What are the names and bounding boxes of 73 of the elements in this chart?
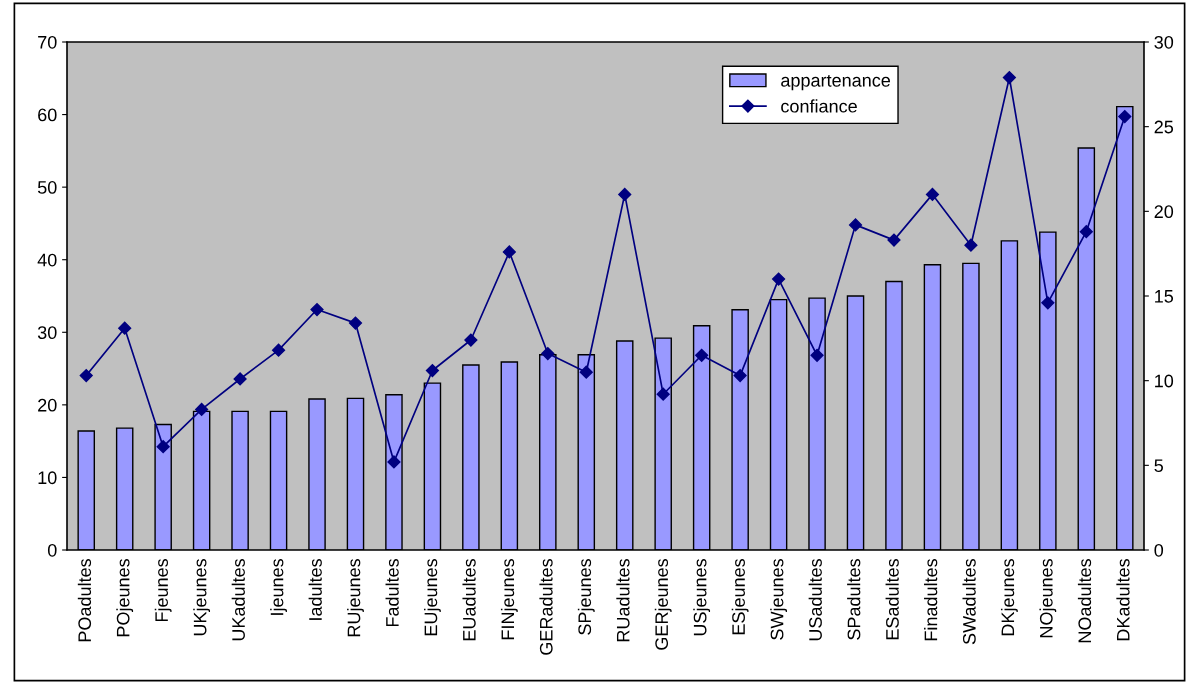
point xyxy=(348,316,363,330)
point xyxy=(618,187,632,201)
x-tick-label: ESadultes xyxy=(885,558,899,640)
y-tick-label: 70 xyxy=(38,35,57,49)
y2-tick-label: 15 xyxy=(1155,290,1174,303)
x-tick-label: POjeunes xyxy=(116,558,134,637)
point xyxy=(464,333,478,347)
x-tick-label: Fjeunes xyxy=(154,558,172,622)
y-tick-label: 0 xyxy=(47,543,57,557)
x-tick-label: SWjeunes xyxy=(770,558,787,640)
y-tick-label: 30 xyxy=(37,326,57,340)
point xyxy=(656,387,670,401)
legend-label: confiance xyxy=(781,99,857,113)
x-tick-label: SWadultes xyxy=(962,558,976,645)
x-tick-label: EUjeunes xyxy=(424,558,441,636)
y2-tick-label: 10 xyxy=(1155,374,1174,388)
x-tick-label: DKjeunes xyxy=(1000,558,1018,636)
x-tick-label: NOjeunes xyxy=(1039,558,1057,638)
x-tick-label: ESjeunes xyxy=(731,558,749,635)
y-tick-label: 10 xyxy=(38,471,57,485)
y-tick-label: 20 xyxy=(38,398,57,412)
x-tick-label: NOadultes xyxy=(1077,558,1092,643)
x-tick-label: UKadultes xyxy=(231,558,245,641)
point xyxy=(310,302,324,317)
y2-tick-label: 5 xyxy=(1154,459,1164,473)
point xyxy=(887,233,901,247)
x-tick-label: GERadultes xyxy=(539,558,553,655)
point xyxy=(1118,109,1132,124)
y-tick-label: 60 xyxy=(38,108,57,122)
point xyxy=(1002,70,1016,85)
point xyxy=(541,346,555,361)
y2-tick-label: 0 xyxy=(1154,543,1164,557)
point xyxy=(964,238,978,252)
point xyxy=(772,272,786,286)
point xyxy=(156,440,170,454)
x-tick-label: FINjeunes xyxy=(500,558,518,640)
point xyxy=(425,363,439,378)
x-tick-label: USjeunes xyxy=(693,558,711,636)
x-tick-label: Fadultes xyxy=(385,558,399,627)
x-tick-label: Ijeunes xyxy=(270,558,287,615)
x-tick-label: POadultes xyxy=(77,558,92,642)
y2-tick-label: 30 xyxy=(1154,35,1174,49)
point xyxy=(387,455,401,469)
point xyxy=(695,348,709,362)
point xyxy=(118,321,132,335)
point xyxy=(502,245,516,259)
x-tick-label: RUjeunes xyxy=(347,558,364,637)
point xyxy=(1079,225,1093,239)
point xyxy=(195,402,209,417)
y2-tick-label: 20 xyxy=(1154,205,1174,219)
x-tick-label: EUadultes xyxy=(462,558,476,641)
x-tick-label: Iadultes xyxy=(308,558,322,620)
x-tick-label: GERjeunes xyxy=(654,558,672,650)
point xyxy=(925,187,940,201)
point xyxy=(1041,296,1055,310)
legend-label: appartenance xyxy=(781,74,891,91)
x-tick-label: DKadultes xyxy=(1116,558,1130,641)
x-tick-label: RUadultes xyxy=(616,558,630,642)
point xyxy=(848,218,863,232)
x-tick-label: Finadultes xyxy=(924,558,938,641)
x-tick-label: USadultes xyxy=(808,558,822,641)
x-tick-label: UKjeunes xyxy=(193,558,211,636)
point xyxy=(271,343,286,357)
y2-tick-label: 25 xyxy=(1154,120,1174,134)
point xyxy=(233,372,247,386)
point xyxy=(79,368,93,383)
point xyxy=(810,348,824,362)
point xyxy=(579,365,593,379)
point xyxy=(733,368,747,383)
x-tick-label: SPadultes xyxy=(847,558,861,640)
y-tick-label: 50 xyxy=(37,181,57,194)
y-tick-label: 40 xyxy=(37,253,57,267)
x-tick-label: SPjeunes xyxy=(577,558,595,635)
